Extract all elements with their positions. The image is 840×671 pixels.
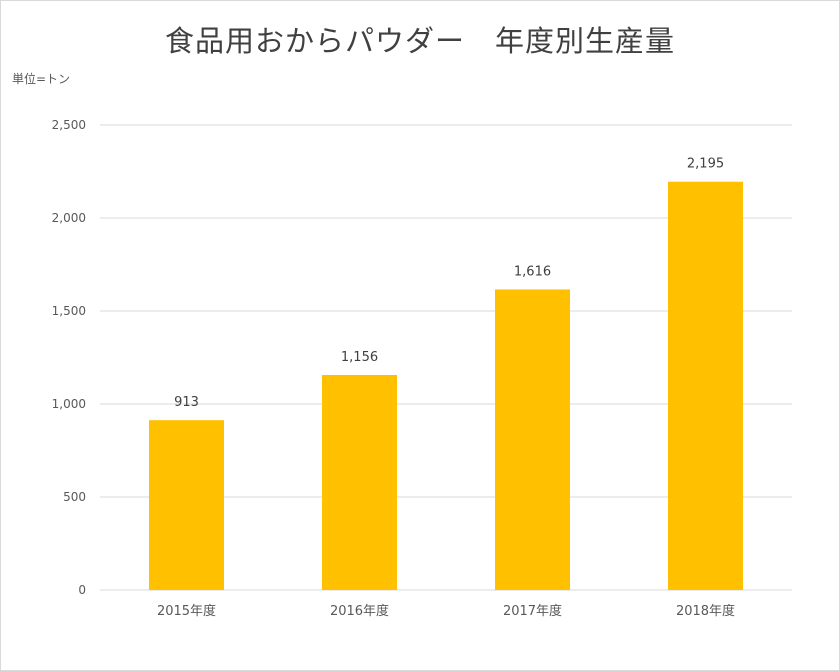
x-tick-label: 2018年度: [676, 603, 735, 619]
data-label: 913: [174, 395, 199, 410]
data-label: 1,616: [514, 264, 551, 279]
bar: [495, 289, 570, 590]
data-label: 2,195: [687, 157, 724, 172]
y-tick-label: 2,000: [52, 211, 86, 225]
bar: [668, 181, 743, 591]
bar: [322, 374, 397, 590]
y-tick-label: 1,000: [52, 397, 86, 411]
bar: [149, 420, 224, 590]
data-label: 1,156: [341, 350, 378, 365]
chart-title: 食品用おからパウダー 年度別生産量: [164, 24, 675, 58]
unit-label: 単位=トン: [12, 72, 71, 86]
x-tick-label: 2015年度: [157, 603, 216, 619]
y-tick-label: 1,500: [52, 304, 86, 318]
x-tick-label: 2016年度: [330, 603, 389, 619]
y-tick-label: 2,500: [52, 118, 86, 132]
y-tick-label: 0: [78, 583, 86, 597]
y-tick-label: 500: [63, 490, 86, 504]
x-tick-label: 2017年度: [503, 603, 562, 619]
